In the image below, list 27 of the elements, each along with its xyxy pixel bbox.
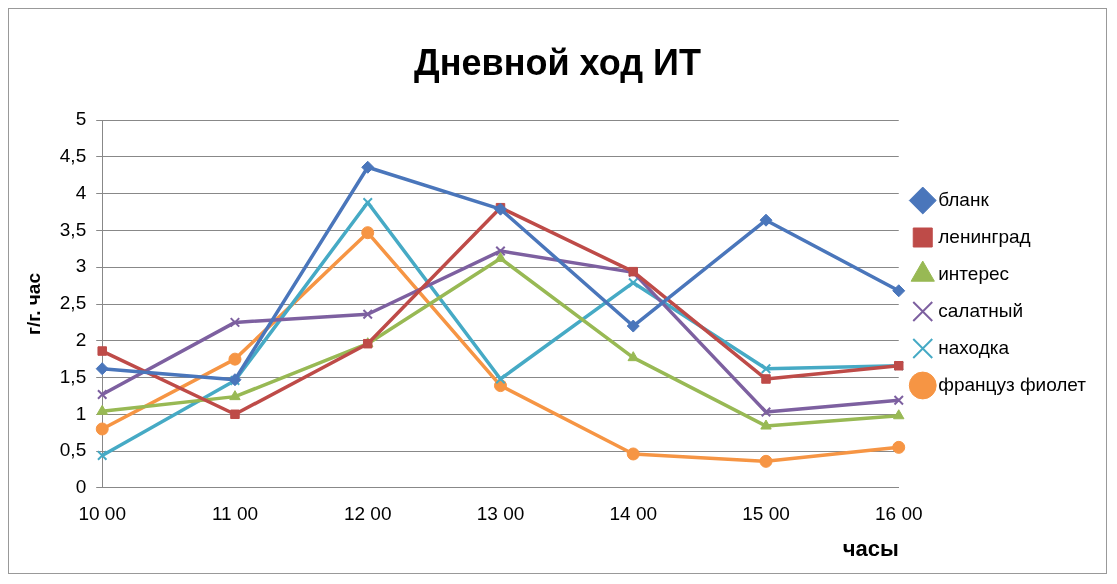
y-tick-label: 0,5 [59, 439, 87, 461]
x-tick-label: 16 00 [874, 503, 923, 525]
x-tick-label: 13 00 [476, 503, 525, 525]
x-axis-title: часы [842, 535, 899, 561]
chart-title: Дневной ход ИТ [414, 41, 701, 83]
y-axis-title: г/г. час [22, 272, 44, 335]
y-tick-label: 3 [75, 255, 87, 277]
legend-label: ленинград [938, 225, 1031, 247]
y-tick-label: 0 [75, 476, 87, 498]
x-tick-label: 10 00 [78, 503, 126, 525]
y-tick-label: 1 [75, 402, 87, 424]
x-tick-label: 15 00 [742, 503, 790, 525]
y-tick-label: 3,5 [59, 218, 87, 240]
legend-label: салатный [938, 299, 1024, 321]
y-tick-label: 2,5 [59, 292, 87, 314]
y-tick-label: 4 [75, 181, 87, 203]
y-tick-label: 1,5 [59, 365, 87, 387]
legend-label: француз фиолет [938, 373, 1087, 395]
x-tick-label: 12 00 [343, 503, 392, 525]
x-tick-label: 11 00 [211, 503, 259, 525]
y-tick-label: 5 [75, 108, 87, 130]
y-tick-label: 2 [75, 328, 87, 350]
y-tick-label: 4,5 [59, 145, 87, 167]
x-tick-label: 14 00 [609, 503, 658, 525]
legend-label: бланк [938, 188, 990, 210]
legend-label: находка [938, 336, 1010, 358]
legend-label: интерес [938, 262, 1010, 284]
